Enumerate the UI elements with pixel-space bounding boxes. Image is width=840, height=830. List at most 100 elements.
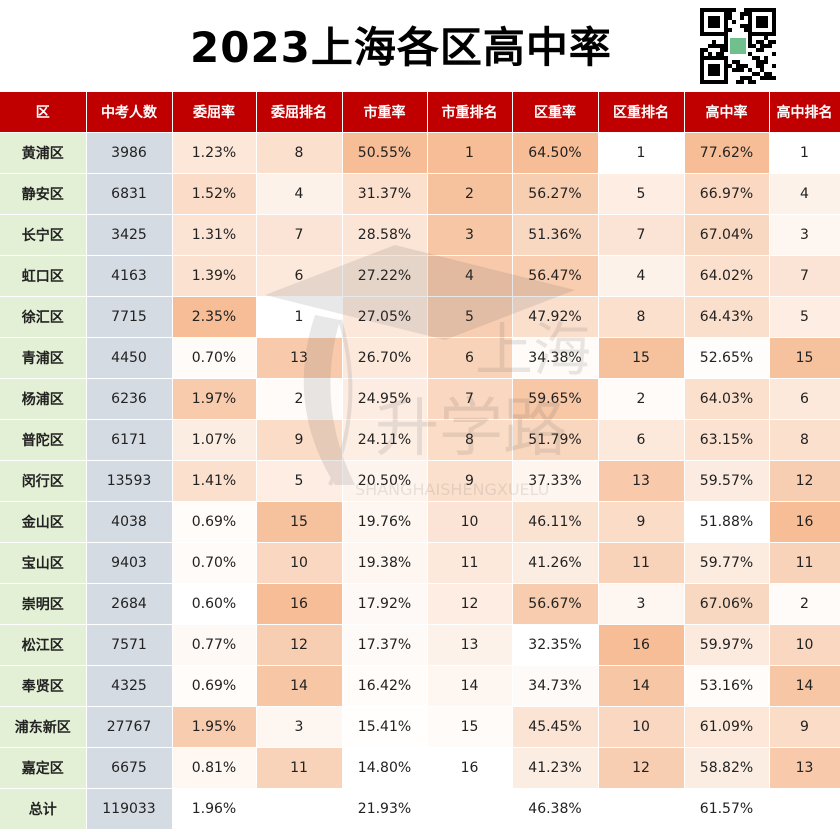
sz-rate-cell: 21.93% xyxy=(342,788,428,830)
title-bar: 2023上海各区高中率 xyxy=(0,0,840,92)
district-cell: 总计 xyxy=(0,788,87,830)
table-row: 徐汇区 7715 2.35% 1 27.05% 5 47.92% 8 64.43% 5 xyxy=(0,296,840,338)
wq-rank-cell: 16 xyxy=(256,583,343,625)
gz-rate-cell: 59.77% xyxy=(684,542,770,584)
qz-rate-cell: 51.79% xyxy=(512,419,599,461)
gz-rate-cell: 58.82% xyxy=(684,747,770,789)
sz-rate-cell: 24.11% xyxy=(342,419,428,461)
sz-rank-cell: 14 xyxy=(427,665,513,707)
gz-rank-cell: 10 xyxy=(769,624,840,666)
exam-count-cell: 6675 xyxy=(86,747,173,789)
wq-rate-cell: 1.23% xyxy=(172,132,257,174)
district-rate-table: 区 中考人数 委屈率 委屈排名 市重率 市重排名 区重率 区重排名 高中率 高中… xyxy=(0,92,840,830)
gz-rate-cell: 52.65% xyxy=(684,337,770,379)
table-row: 普陀区 6171 1.07% 9 24.11% 8 51.79% 6 63.15% 8 xyxy=(0,419,840,461)
qz-rate-cell: 56.47% xyxy=(512,255,599,297)
table-row: 嘉定区 6675 0.81% 11 14.80% 16 41.23% 12 58.82% 13 xyxy=(0,747,840,789)
gz-rate-cell: 77.62% xyxy=(684,132,770,174)
gz-rank-cell: 12 xyxy=(769,460,840,502)
exam-count-cell: 4450 xyxy=(86,337,173,379)
sz-rank-cell: 6 xyxy=(427,337,513,379)
wq-rate-cell: 1.07% xyxy=(172,419,257,461)
wq-rate-cell: 0.60% xyxy=(172,583,257,625)
qz-rate-cell: 51.36% xyxy=(512,214,599,256)
gz-rate-cell: 64.03% xyxy=(684,378,770,420)
sz-rate-cell: 15.41% xyxy=(342,706,428,748)
header-sz-rate: 市重率 xyxy=(342,92,428,133)
qz-rate-cell: 41.23% xyxy=(512,747,599,789)
district-cell: 浦东新区 xyxy=(0,706,87,748)
gz-rank-cell: 4 xyxy=(769,173,840,215)
header-exam-count: 中考人数 xyxy=(86,92,173,133)
qz-rate-cell: 45.45% xyxy=(512,706,599,748)
total-row: 总计 119033 1.96% 21.93% 46.38% 61.57% xyxy=(0,788,840,830)
exam-count-cell: 9403 xyxy=(86,542,173,584)
gz-rate-cell: 51.88% xyxy=(684,501,770,543)
wq-rank-cell: 2 xyxy=(256,378,343,420)
qz-rate-cell: 37.33% xyxy=(512,460,599,502)
sz-rank-cell: 11 xyxy=(427,542,513,584)
district-cell: 杨浦区 xyxy=(0,378,87,420)
gz-rank-cell: 8 xyxy=(769,419,840,461)
wq-rate-cell: 0.77% xyxy=(172,624,257,666)
qz-rank-cell: 11 xyxy=(598,542,685,584)
qz-rank-cell: 14 xyxy=(598,665,685,707)
table-row: 虹口区 4163 1.39% 6 27.22% 4 56.47% 4 64.02% 7 xyxy=(0,255,840,297)
sz-rank-cell: 2 xyxy=(427,173,513,215)
table-row: 杨浦区 6236 1.97% 2 24.95% 7 59.65% 2 64.03% 6 xyxy=(0,378,840,420)
gz-rate-cell: 53.16% xyxy=(684,665,770,707)
gz-rank-cell: 11 xyxy=(769,542,840,584)
wq-rank-cell: 7 xyxy=(256,214,343,256)
qz-rate-cell: 46.11% xyxy=(512,501,599,543)
gz-rate-cell: 67.04% xyxy=(684,214,770,256)
sz-rank-cell: 1 xyxy=(427,132,513,174)
sz-rate-cell: 50.55% xyxy=(342,132,428,174)
wq-rate-cell: 2.35% xyxy=(172,296,257,338)
qz-rank-cell: 9 xyxy=(598,501,685,543)
header-gz-rate: 高中率 xyxy=(684,92,770,133)
qz-rate-cell: 64.50% xyxy=(512,132,599,174)
gz-rank-cell: 6 xyxy=(769,378,840,420)
wq-rank-cell: 6 xyxy=(256,255,343,297)
sz-rate-cell: 16.42% xyxy=(342,665,428,707)
qz-rate-cell: 32.35% xyxy=(512,624,599,666)
wq-rate-cell: 1.41% xyxy=(172,460,257,502)
district-cell: 宝山区 xyxy=(0,542,87,584)
header-district: 区 xyxy=(0,92,87,133)
exam-count-cell: 7571 xyxy=(86,624,173,666)
gz-rank-cell: 16 xyxy=(769,501,840,543)
qz-rate-cell: 56.67% xyxy=(512,583,599,625)
exam-count-cell: 2684 xyxy=(86,583,173,625)
sz-rate-cell: 20.50% xyxy=(342,460,428,502)
exam-count-cell: 4038 xyxy=(86,501,173,543)
table-row: 静安区 6831 1.52% 4 31.37% 2 56.27% 5 66.97% 4 xyxy=(0,173,840,215)
header-sz-rank: 市重排名 xyxy=(427,92,513,133)
wq-rank-cell: 12 xyxy=(256,624,343,666)
qz-rate-cell: 34.73% xyxy=(512,665,599,707)
qz-rank-cell: 5 xyxy=(598,173,685,215)
gz-rank-cell: 15 xyxy=(769,337,840,379)
table-row: 闵行区 13593 1.41% 5 20.50% 9 37.33% 13 59.57% 12 xyxy=(0,460,840,502)
sz-rate-cell: 24.95% xyxy=(342,378,428,420)
wq-rate-cell: 1.31% xyxy=(172,214,257,256)
qz-rate-cell: 46.38% xyxy=(512,788,599,830)
wq-rank-cell: 14 xyxy=(256,665,343,707)
wq-rate-cell: 1.52% xyxy=(172,173,257,215)
qz-rate-cell: 41.26% xyxy=(512,542,599,584)
qz-rank-cell: 6 xyxy=(598,419,685,461)
header-wq-rate: 委屈率 xyxy=(172,92,257,133)
sz-rank-cell: 7 xyxy=(427,378,513,420)
district-cell: 松江区 xyxy=(0,624,87,666)
gz-rate-cell: 64.02% xyxy=(684,255,770,297)
exam-count-cell: 3986 xyxy=(86,132,173,174)
wq-rate-cell: 0.69% xyxy=(172,665,257,707)
gz-rank-cell: 1 xyxy=(769,132,840,174)
qz-rate-cell: 34.38% xyxy=(512,337,599,379)
wq-rank-cell: 3 xyxy=(256,706,343,748)
wq-rate-cell: 1.39% xyxy=(172,255,257,297)
gz-rate-cell: 64.43% xyxy=(684,296,770,338)
exam-count-cell: 4325 xyxy=(86,665,173,707)
gz-rate-cell: 59.97% xyxy=(684,624,770,666)
wq-rank-cell: 9 xyxy=(256,419,343,461)
sz-rate-cell: 17.37% xyxy=(342,624,428,666)
